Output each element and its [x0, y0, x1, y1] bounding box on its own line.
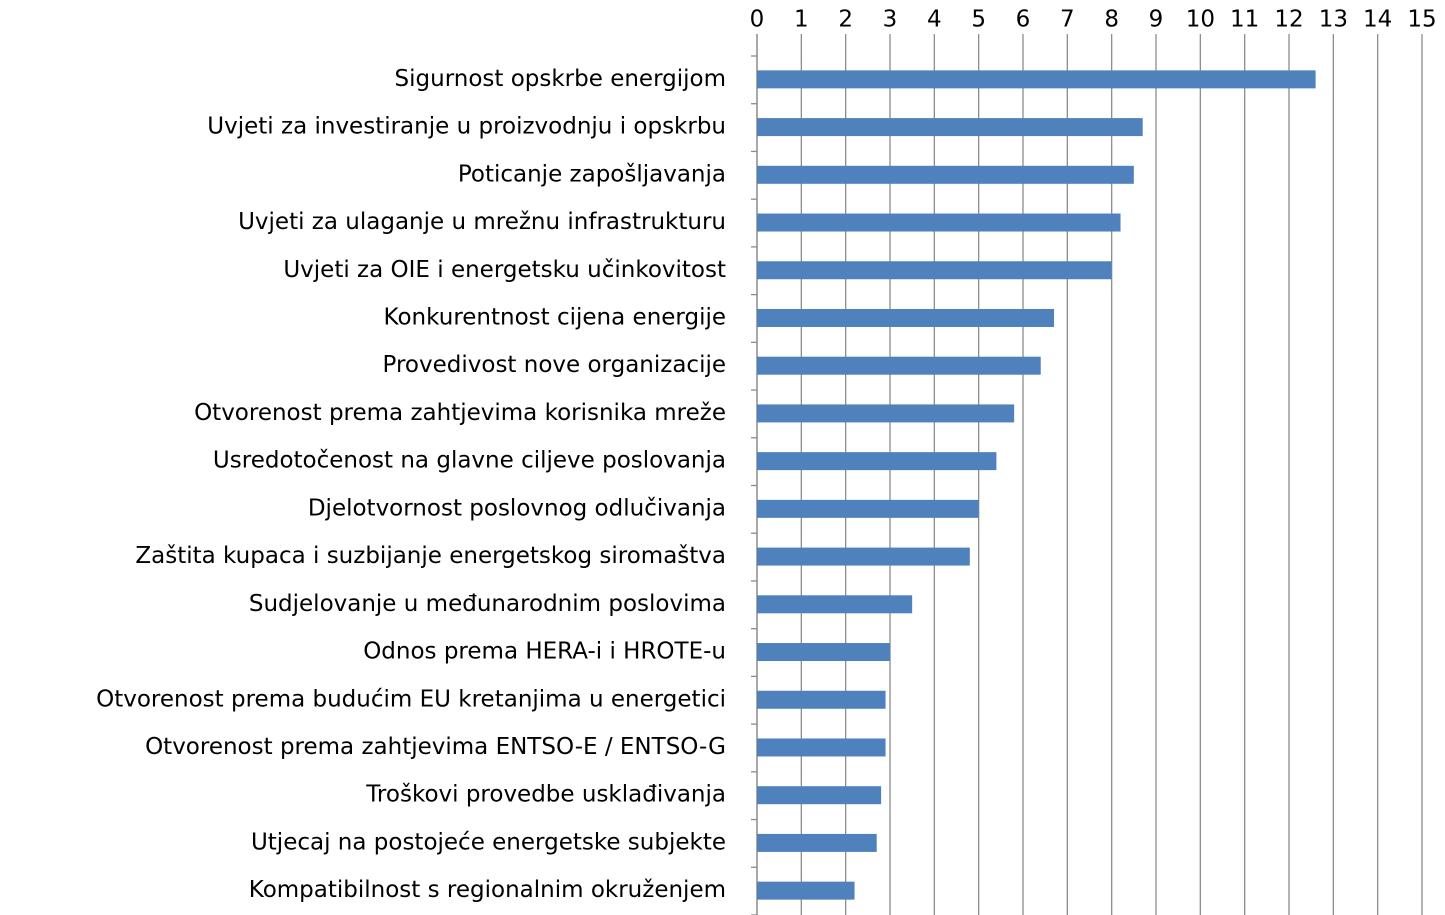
x-tick-label: 11 [1230, 7, 1259, 33]
bar [757, 738, 886, 757]
x-tick-label: 2 [838, 7, 853, 33]
x-tick-label: 7 [1060, 7, 1075, 33]
x-tick-label: 6 [1016, 7, 1031, 33]
y-tick-label: Djelotvornost poslovnog odlučivanja [308, 495, 726, 521]
y-tick-label: Uvjeti za ulaganje u mrežnu infrastruktu… [238, 209, 726, 235]
y-tick-label: Utjecaj na postojeće energetske subjekte [251, 829, 726, 855]
bar [757, 690, 886, 709]
y-tick-label: Konkurentnost cijena energije [384, 304, 726, 330]
y-tick-label: Poticanje zapošljavanja [458, 161, 726, 187]
y-tick-label: Kompatibilnost s regionalnim okruženjem [249, 877, 726, 903]
bar [757, 308, 1055, 327]
bar [757, 881, 855, 900]
x-tick-label: 1 [794, 7, 809, 33]
x-tick-label: 13 [1319, 7, 1348, 33]
bar [757, 404, 1015, 423]
x-tick-label: 9 [1149, 7, 1164, 33]
y-tick-label: Sudjelovanje u međunarodnim poslovima [249, 591, 726, 617]
bar [757, 499, 979, 518]
x-tick-label: 8 [1104, 7, 1119, 33]
bar [757, 595, 913, 614]
y-tick-label: Usredotočenost na glavne ciljeve poslova… [213, 448, 726, 474]
y-tick-label: Odnos prema HERA-i i HROTE-u [363, 639, 726, 665]
y-tick-label: Zaštita kupaca i suzbijanje energetskog … [135, 543, 726, 569]
x-tick-label: 10 [1186, 7, 1215, 33]
y-tick-label: Otvorenost prema zahtjevima korisnika mr… [194, 400, 726, 426]
bar [757, 643, 890, 662]
x-tick-label: 15 [1407, 7, 1436, 33]
y-tick-label: Sigurnost opskrbe energijom [395, 66, 726, 92]
bar [757, 833, 877, 852]
y-tick-label: Uvjeti za investiranje u proizvodnju i o… [207, 114, 726, 140]
x-tick-label: 12 [1274, 7, 1303, 33]
y-tick-label: Provedivost nove organizacije [383, 352, 726, 378]
x-tick-label: 14 [1363, 7, 1392, 33]
y-tick-label: Otvorenost prema budućim EU kretanjima u… [96, 686, 726, 712]
bar [757, 786, 882, 805]
bar [757, 261, 1112, 280]
x-tick-label: 5 [971, 7, 986, 33]
bar [757, 118, 1143, 137]
x-tick-label: 0 [750, 7, 765, 33]
x-tick-label: 3 [883, 7, 898, 33]
bar [757, 165, 1134, 184]
y-tick-label: Troškovi provedbe usklađivanja [365, 782, 726, 808]
y-tick-label: Uvjeti za OIE i energetsku učinkovitost [283, 257, 726, 283]
bar [757, 547, 970, 566]
bar [757, 356, 1041, 375]
bar [757, 452, 997, 471]
y-tick-label: Otvorenost prema zahtjevima ENTSO-E / EN… [145, 734, 726, 760]
bar [757, 213, 1121, 232]
x-tick-label: 4 [927, 7, 942, 33]
bar [757, 70, 1316, 89]
